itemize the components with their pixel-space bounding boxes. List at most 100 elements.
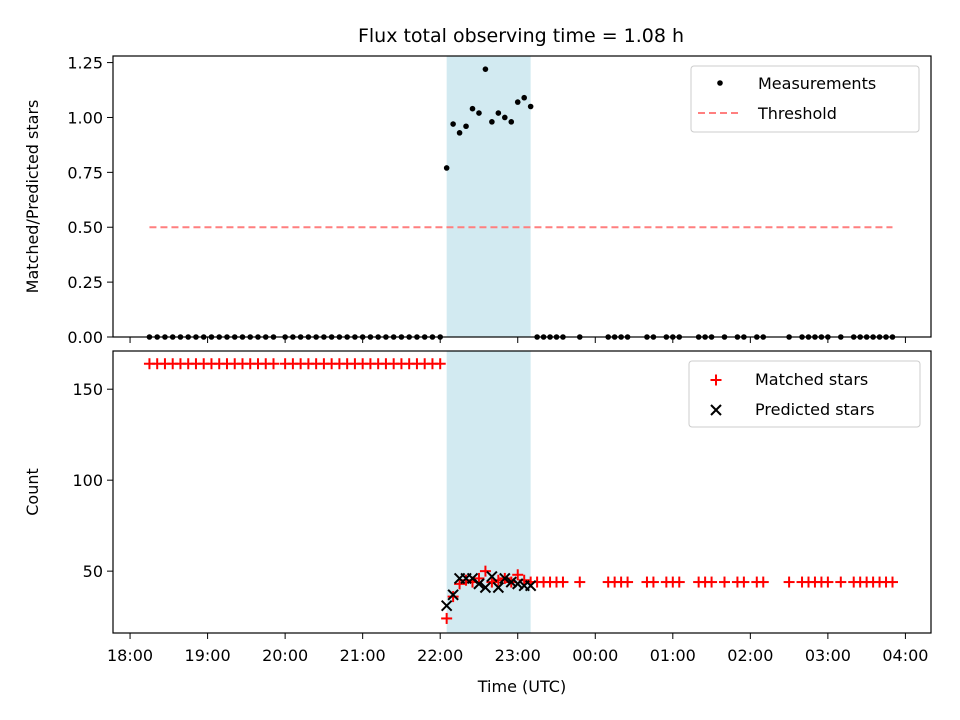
matched-star-point (557, 576, 569, 588)
bottom-legend-box (688, 360, 921, 428)
matched-star-point (718, 576, 730, 588)
matched-star-point (473, 572, 485, 584)
bottom-panel: 50 100 150 18:00 19:00 20:00 21:00 22:00 23:00 0… (23, 350, 932, 696)
predicted-star-point-b (466, 572, 479, 585)
y-tick-label: 50 (83, 562, 103, 581)
matched-star-point (822, 576, 834, 588)
predicted-star-point (447, 589, 459, 601)
legend-marker-measurements (717, 80, 723, 86)
matched-star-point (486, 576, 498, 588)
top-y-axis-label: Matched/Predicted stars (23, 100, 42, 294)
x-axis-label: Time (UTC) (477, 677, 566, 696)
matched-star-point (574, 576, 586, 588)
measurement-point (482, 66, 489, 72)
matched-star-point (454, 578, 466, 590)
predicted-star-point (440, 600, 453, 612)
predicted-star-point-b (524, 579, 537, 592)
x-tick-label: 00:00 (572, 646, 618, 665)
matched-star-point (479, 565, 491, 577)
predicted-star-point-b (440, 600, 453, 612)
predicted-star-point (492, 581, 505, 594)
measurement-point (508, 119, 515, 125)
measurement-point (463, 123, 469, 130)
bottom-y-ticks: 50 100 150 (72, 380, 113, 581)
observation-window-top (446, 56, 531, 337)
top-y-ticks: 0.00 0.25 0.50 0.75 1.00 1.25 (67, 54, 113, 347)
matched-star-point (738, 576, 750, 588)
legend-label-matched: Matched stars (755, 370, 868, 389)
legend-label-threshold: Threshold (757, 104, 837, 123)
measurement-point (450, 121, 456, 127)
predicted-star-point-b (479, 581, 492, 594)
x-tick-label: 23:00 (495, 646, 541, 665)
predicted-star-point (499, 572, 511, 585)
matched-star-point (441, 612, 453, 624)
top-legend: Measurements Threshold (690, 65, 920, 133)
matched-star-point (886, 576, 898, 588)
measurement-point (489, 119, 495, 125)
matched-star-point (447, 591, 459, 603)
y-tick-label: 0.75 (67, 163, 103, 182)
x-tick-label: 20:00 (262, 646, 308, 665)
bottom-series-layer (143, 358, 898, 624)
x-tick-label: 02:00 (727, 646, 773, 665)
predicted-star-point (486, 570, 498, 583)
bottom-x-ticks: 18:00 19:00 20:00 21:00 22:00 23:00 00:00 01:00… (107, 633, 928, 665)
y-tick-label: 100 (72, 471, 103, 490)
predicted-star-point-b (499, 572, 511, 585)
predicted-star-point (524, 579, 537, 592)
predicted-star-point-b (473, 578, 485, 590)
y-tick-label: 1.25 (67, 54, 103, 73)
measurement-point (469, 105, 476, 112)
measurement-point (514, 99, 521, 105)
chart-title: Flux total observing time = 1.08 h (358, 25, 684, 47)
y-tick-label: 150 (72, 380, 103, 399)
bottom-legend: Matched stars Predicted stars (688, 360, 921, 428)
predicted-star-point (473, 578, 485, 590)
legend-matched-glyph (710, 374, 722, 386)
matched-star-point (512, 569, 524, 581)
y-tick-label: 0.50 (67, 218, 103, 237)
x-tick-label: 21:00 (340, 646, 386, 665)
predicted-star-point-b (447, 589, 459, 601)
x-tick-label: 22:00 (417, 646, 463, 665)
matched-star-point (267, 358, 279, 370)
measurement-point (443, 165, 450, 171)
matched-star-point (757, 576, 769, 588)
predicted-star-point-b (512, 578, 524, 590)
predicted-star-point-b (486, 570, 498, 583)
matched-star-point (673, 576, 685, 588)
matched-star-point (647, 576, 659, 588)
measurement-point (456, 130, 463, 136)
x-tick-label: 18:00 (107, 646, 153, 665)
predicted-star-point-b (492, 581, 505, 594)
matched-star-point (434, 358, 446, 370)
predicted-star-point (479, 581, 492, 594)
matched-star-point (783, 576, 795, 588)
predicted-star-point-b (505, 576, 517, 588)
measurement-point (502, 114, 508, 121)
predicted-star-point (512, 578, 524, 590)
matched-star-point (622, 576, 634, 588)
top-panel: Flux total observing time = 1.08 h 0.00 0… (23, 25, 932, 347)
measurement-point (495, 110, 502, 116)
x-tick-label: 03:00 (805, 646, 851, 665)
legend-marker-matched (710, 374, 722, 386)
top-axes-frame (112, 55, 932, 338)
matched-star-point (835, 576, 847, 588)
legend-marker-predicted (710, 404, 722, 416)
predicted-star-point (505, 576, 517, 588)
bottom-axes-frame (112, 350, 932, 634)
legend-label-measurements: Measurements (758, 74, 876, 93)
measurement-point (521, 94, 527, 101)
y-tick-label: 0.00 (67, 328, 103, 347)
measurement-point (476, 110, 482, 116)
top-legend-box (690, 65, 920, 133)
legend-label-predicted: Predicted stars (755, 400, 875, 419)
y-tick-label: 1.00 (67, 108, 103, 127)
x-tick-label: 01:00 (650, 646, 696, 665)
top-x-ticks (129, 337, 906, 343)
x-tick-label: 04:00 (882, 646, 928, 665)
matched-star-point (706, 576, 718, 588)
